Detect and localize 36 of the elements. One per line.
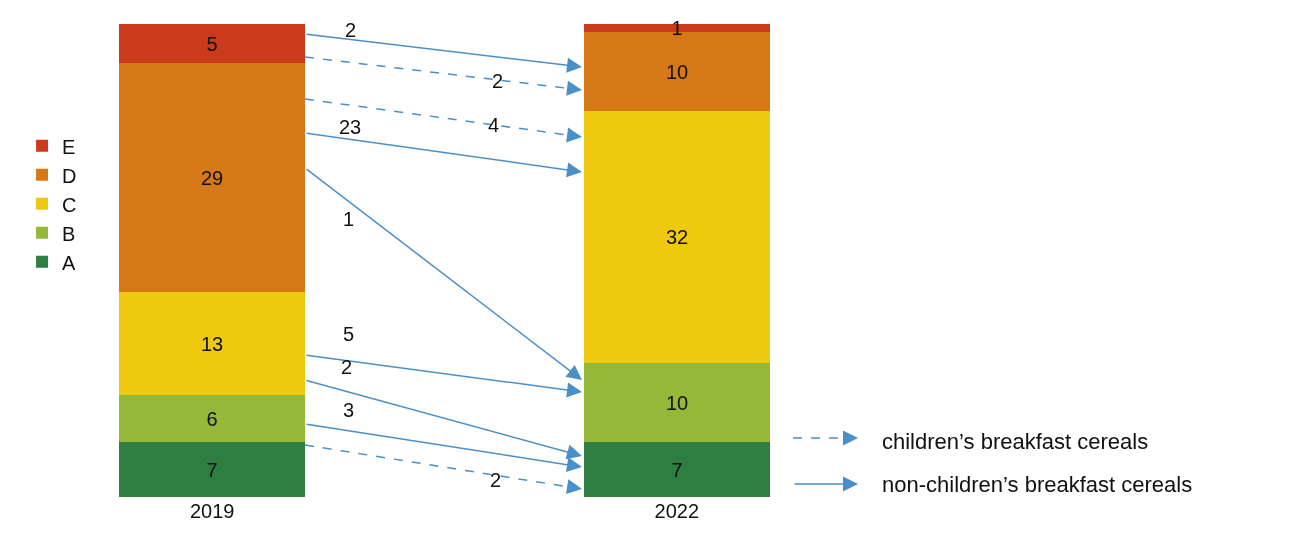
- annotation: non-children’s breakfast cereals: [882, 472, 1193, 497]
- annotation: 4: [488, 114, 500, 136]
- annotation: 23: [339, 116, 362, 138]
- bar: [119, 395, 305, 442]
- legend-label: C: [62, 193, 77, 216]
- annotation: children’s breakfast cereals: [882, 429, 1149, 454]
- data-label: 13: [200, 332, 224, 355]
- data-label: 10: [665, 60, 689, 83]
- bar: [119, 292, 305, 395]
- annotation: 2: [341, 356, 353, 378]
- data-label: 1: [671, 17, 683, 39]
- data-label: 7: [206, 458, 218, 481]
- bar: [119, 63, 305, 292]
- x-tick-label: 2019: [189, 500, 235, 522]
- legend-label: E: [62, 135, 76, 158]
- data-label: 7: [671, 458, 683, 481]
- bar: [584, 442, 770, 497]
- bar: [119, 24, 305, 63]
- x-tick-label: 2022: [654, 500, 700, 522]
- legend-label: D: [62, 164, 77, 187]
- data-label: 10: [665, 391, 689, 414]
- data-label: 6: [206, 407, 218, 430]
- annotation: 1: [343, 208, 355, 230]
- annotation: 2: [492, 70, 504, 92]
- annotation: 3: [343, 399, 355, 421]
- bar: [584, 111, 770, 363]
- annotation: 5: [343, 323, 355, 345]
- bar: [584, 363, 770, 442]
- annotation: 2: [345, 19, 357, 41]
- annotation: 2: [490, 469, 502, 491]
- data-label: 29: [200, 166, 224, 189]
- legend-label: A: [62, 251, 77, 274]
- bar: [119, 442, 305, 497]
- data-label: 32: [665, 226, 689, 248]
- data-label: 5: [206, 32, 218, 55]
- legend-label: B: [62, 222, 76, 245]
